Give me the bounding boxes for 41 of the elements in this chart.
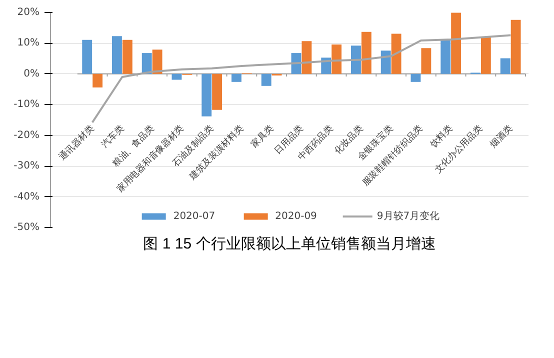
bar (152, 50, 162, 74)
x-tick-label: 汽车类 (100, 123, 126, 150)
bar (82, 40, 92, 74)
bar (480, 36, 491, 74)
bar (212, 74, 222, 110)
legend-label: 9月较7月变化 (376, 210, 440, 223)
bar (232, 74, 242, 82)
bar (172, 74, 182, 80)
bar (351, 46, 361, 74)
bar (510, 20, 521, 74)
bar (92, 74, 103, 88)
y-tick-label: -50% (14, 222, 40, 233)
y-tick-label: 20% (17, 7, 40, 18)
bar (421, 48, 432, 74)
bar (142, 53, 152, 74)
bar (440, 40, 451, 74)
x-tick-label: 饮料类 (427, 123, 454, 150)
legend-label: 2020-09 (275, 210, 317, 222)
y-tick-label: -10% (14, 99, 40, 110)
y-tick-label: 0% (24, 68, 40, 80)
x-tick-label: 通讯器材类 (56, 123, 96, 162)
text: 图 1 15 个行业限额以上单位销售额当月增速 (143, 236, 436, 252)
bar (361, 32, 372, 74)
y-tick-label: -20% (14, 130, 40, 141)
bar (380, 50, 391, 74)
bar (261, 74, 272, 86)
bar (410, 74, 421, 82)
x-tick-label: 烟酒类 (488, 123, 514, 150)
y-tick-label: -30% (14, 160, 40, 172)
bar (202, 74, 212, 116)
y-tick-label: 10% (17, 38, 40, 49)
bar (451, 12, 462, 74)
bar (112, 36, 122, 74)
x-tick-label: 家具类 (248, 123, 276, 150)
bar (391, 34, 402, 74)
bar (500, 58, 510, 74)
bar (332, 44, 342, 74)
bar (302, 41, 312, 74)
legend-label: 2020-07 (173, 210, 216, 222)
y-tick-label: -40% (14, 191, 40, 202)
bar (122, 40, 132, 74)
